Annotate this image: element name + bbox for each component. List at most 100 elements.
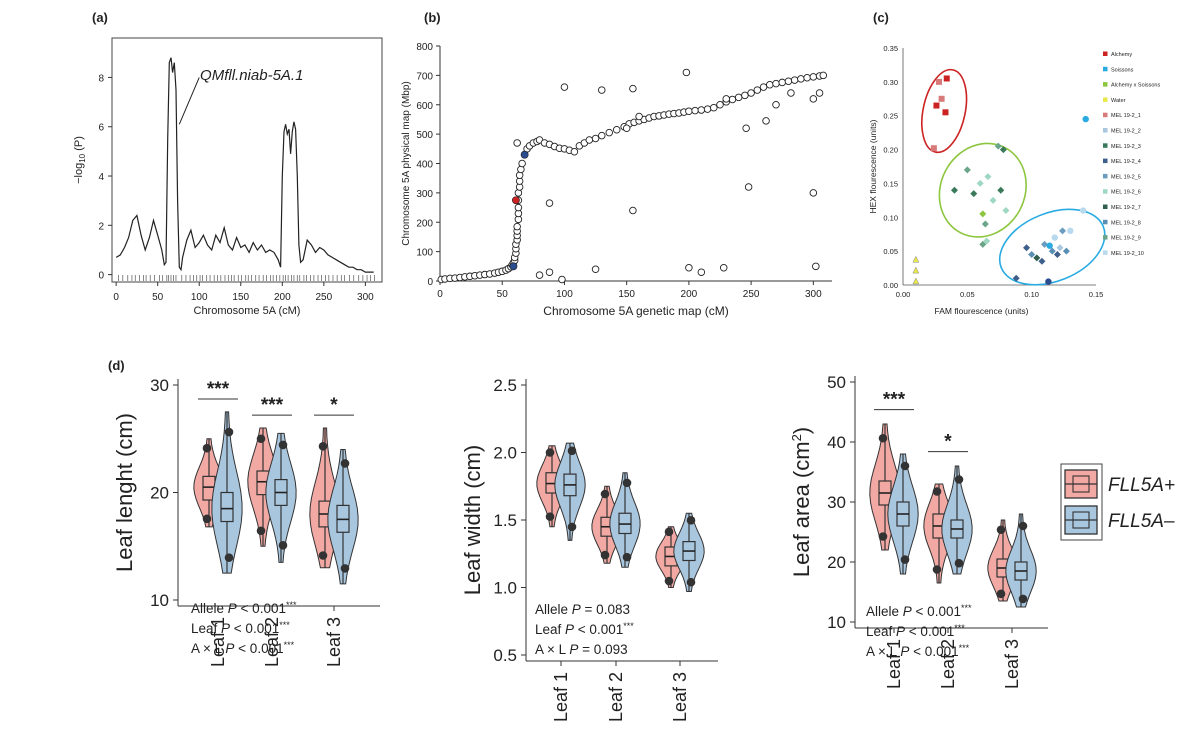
x-tick-label: Leaf 1 — [884, 639, 904, 689]
x-tick-label: 0.10 — [1024, 290, 1039, 299]
data-point — [1059, 227, 1067, 235]
x-axis-label: Chromosome 5A genetic map (cM) — [543, 304, 728, 318]
y-tick-label: 0.30 — [883, 78, 898, 87]
outlier-point — [996, 589, 1006, 599]
outlier-point — [567, 446, 577, 456]
outlier-point — [340, 564, 350, 573]
stat-name: Allele — [535, 602, 572, 617]
data-point — [513, 222, 521, 231]
y-tick-label: 0 — [427, 277, 433, 288]
legend-swatch — [1103, 112, 1108, 118]
x-tick-label: 300 — [805, 289, 822, 300]
y-axis-tail: ) — [789, 427, 814, 434]
data-point — [682, 68, 691, 77]
data-point — [1067, 227, 1074, 235]
x-tick-label: 0 — [437, 289, 443, 300]
outlier-point — [1018, 521, 1028, 531]
data-point — [809, 189, 818, 197]
y-tick-label: 2.0 — [493, 444, 517, 463]
y-tick-label: 600 — [416, 101, 433, 112]
data-point — [984, 173, 992, 181]
significance-stars: *** — [261, 395, 284, 416]
stat-stars: *** — [961, 603, 972, 613]
highlight-point — [509, 262, 518, 271]
y-tick-label: 0.5 — [493, 646, 517, 665]
data-point — [1038, 257, 1046, 265]
panel-d-legend: FLL5A+ FLL5A– — [1060, 463, 1175, 541]
data-point — [1082, 115, 1089, 123]
outlier-point — [278, 440, 288, 450]
data-point — [570, 147, 579, 156]
data-point — [703, 105, 712, 113]
data-point — [938, 95, 945, 102]
legend-label: MEL 19-2_10 — [1111, 251, 1144, 257]
panel-b-chart: 0 100 200 300 400 500 600 700 800 0 50 100 150 200 250… — [401, 42, 832, 318]
x-tick-label: Leaf 2 — [606, 672, 626, 722]
data-point — [943, 75, 950, 82]
stat-p-value: = 0.093 — [578, 642, 627, 657]
outlier-point — [1018, 594, 1028, 604]
outlier-point — [224, 427, 234, 437]
legend-label: MEL 19-2_1 — [1111, 113, 1141, 119]
stat-line: Leaf P < 0.001*** — [535, 621, 634, 637]
stat-name: Leaf — [191, 621, 221, 636]
y-axis-label: Leaf lenght (cm) — [112, 413, 137, 572]
cluster-ellipse-soissons — [998, 208, 1106, 286]
data-point — [759, 83, 768, 91]
y-axis-sub: 10 — [78, 153, 87, 162]
data-point — [930, 145, 937, 152]
data-point — [1048, 247, 1056, 255]
outlier-point — [202, 443, 212, 453]
outlier-point — [256, 526, 266, 536]
annotation-label: QMfll.niab-5A.1 — [200, 67, 303, 84]
stat-line: A × L P = 0.093 — [535, 642, 628, 657]
y-tick-label: 400 — [416, 160, 433, 171]
stat-stars: *** — [279, 620, 290, 630]
outlier-point — [996, 525, 1006, 535]
y-tick-label: 2.5 — [493, 376, 517, 395]
y-tick-label: 30 — [827, 493, 846, 512]
legend-label: MEL 19-2_8 — [1111, 220, 1141, 226]
data-point — [933, 102, 940, 109]
plot-frame — [111, 37, 383, 283]
data-point — [912, 277, 920, 285]
data-point — [518, 159, 526, 168]
data-point — [787, 89, 795, 97]
y-tick-label: 0.35 — [883, 44, 898, 53]
outlier-point — [202, 514, 212, 524]
y-tick-label: 30 — [150, 376, 169, 395]
stat-p-symbol: P — [900, 644, 909, 659]
panel-label-a: (a) — [92, 10, 108, 25]
stat-p-symbol: P — [225, 641, 234, 656]
x-tick-label: 0.00 — [896, 290, 911, 299]
x-tick-label: Leaf 2 — [938, 639, 958, 689]
data-point — [1053, 251, 1061, 259]
stat-name: Leaf — [535, 622, 565, 637]
x-tick-label: 100 — [191, 292, 208, 303]
stat-stars: *** — [286, 600, 297, 610]
data-point — [989, 196, 997, 204]
legend-swatch — [1103, 189, 1108, 194]
data-point — [1079, 207, 1087, 214]
data-point — [1051, 234, 1059, 241]
stat-stars: *** — [954, 623, 965, 633]
y-tick-label: 800 — [416, 42, 433, 53]
data-point — [942, 109, 949, 116]
legend-swatch — [1103, 143, 1108, 148]
outlier-point — [932, 487, 942, 496]
legend-label: MEL 19-2_2 — [1111, 129, 1141, 135]
y-tick-label: 1.5 — [493, 511, 517, 530]
highlight-point — [520, 150, 529, 159]
outlier-point — [878, 433, 888, 443]
y-axis-label: Chromosome 5A physical map (Mbp) — [401, 81, 412, 246]
x-tick-label: 200 — [681, 289, 698, 300]
data-point — [766, 81, 774, 89]
data-point — [809, 95, 818, 103]
legend-swatch — [1103, 66, 1108, 72]
data-point — [997, 186, 1005, 194]
y-tick-label: 6 — [98, 123, 104, 134]
stat-p-symbol: P — [903, 604, 912, 619]
data-point — [812, 262, 820, 271]
data-point — [936, 78, 943, 85]
